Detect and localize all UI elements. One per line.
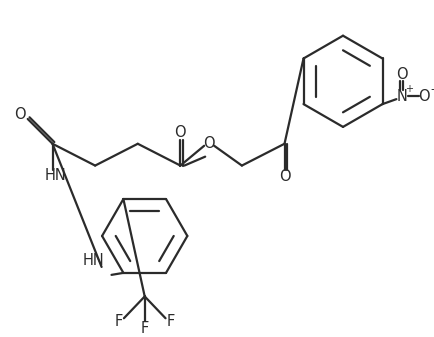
Text: N: N (396, 89, 407, 104)
Text: HN: HN (82, 253, 104, 269)
Text: O: O (278, 169, 289, 184)
Text: O: O (418, 89, 429, 104)
Text: +: + (404, 84, 412, 94)
Text: HN: HN (45, 168, 66, 183)
Text: F: F (115, 314, 123, 329)
Text: F: F (140, 321, 148, 336)
Text: O: O (14, 106, 26, 122)
Text: O: O (396, 67, 407, 82)
Text: O: O (174, 125, 186, 140)
Text: O: O (203, 136, 214, 151)
Text: -: - (430, 83, 434, 96)
Text: F: F (166, 314, 174, 329)
